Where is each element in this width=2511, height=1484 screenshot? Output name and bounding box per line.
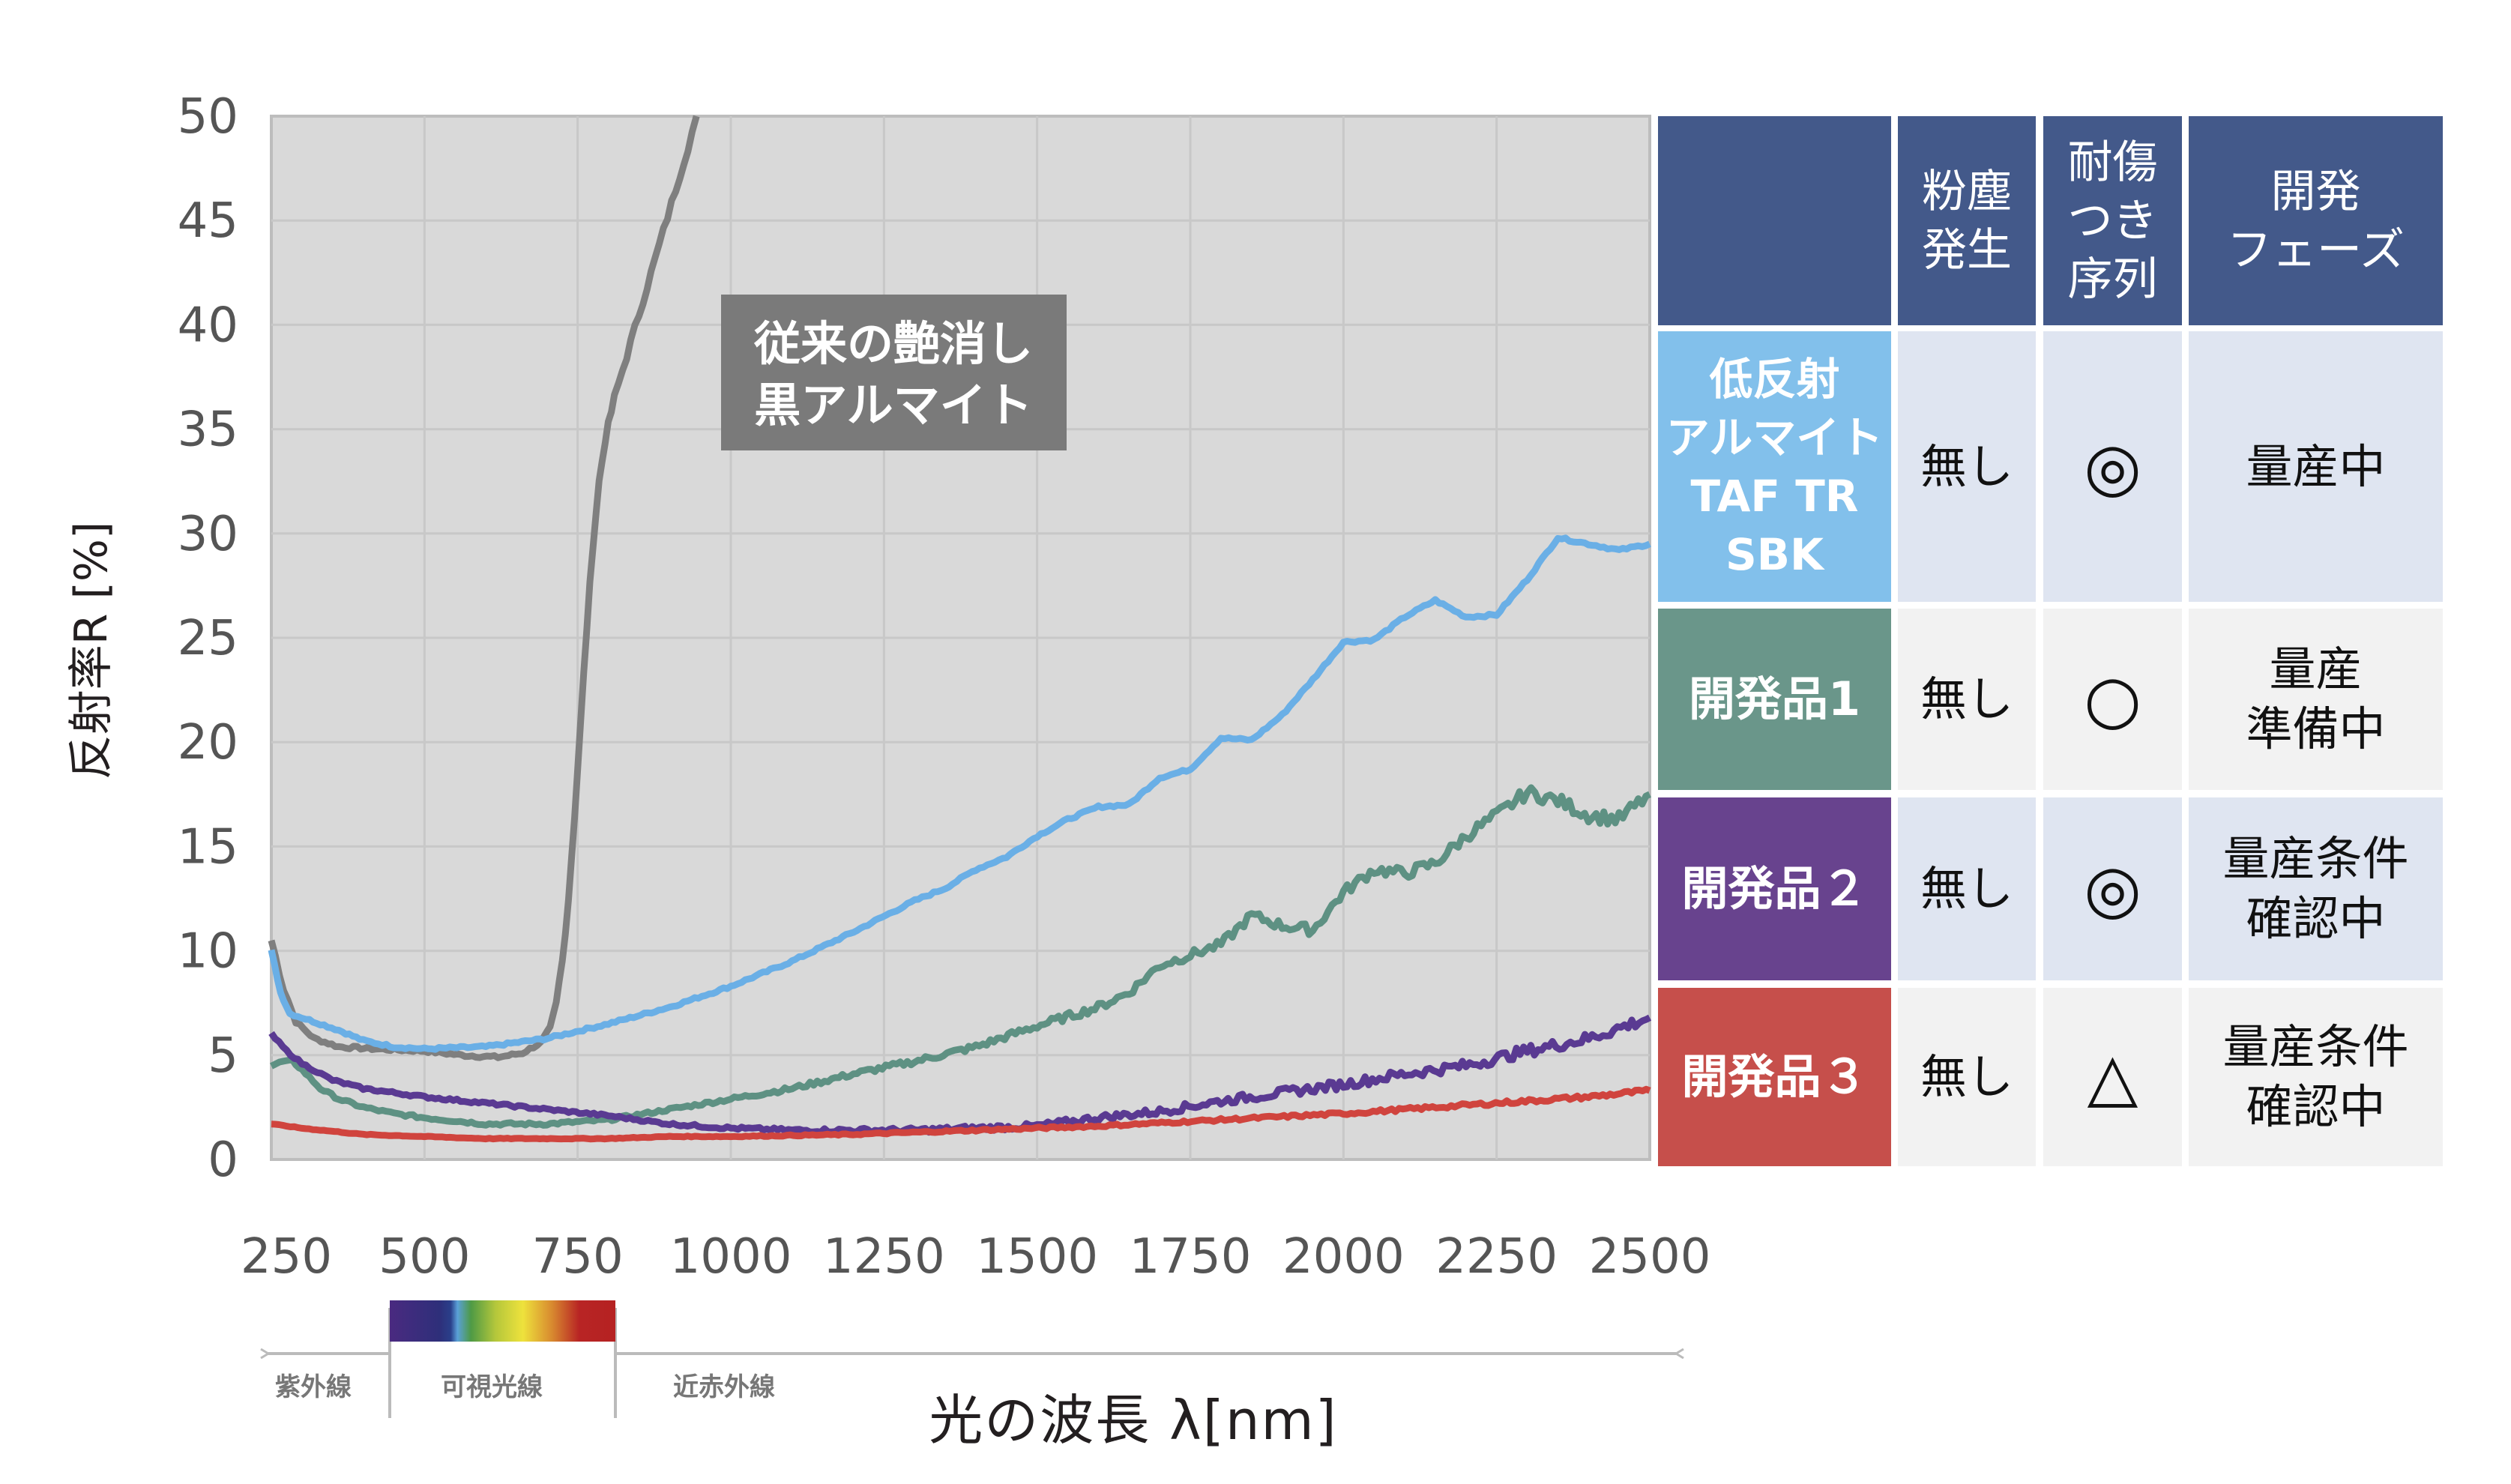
header-cell-3-text: 開発 フェーズ <box>2227 165 2405 277</box>
scratch-rank-cell: ◎ <box>2043 331 2182 602</box>
y-tick-label: 10 <box>178 924 238 980</box>
visible-label: 可視光線 <box>441 1372 543 1402</box>
phase-cell-text: 量産条件 確認中 <box>2222 1019 2409 1134</box>
x-axis-ticks: 250 500 750 1000 1250 1500 1750 2000 2250 2500 <box>241 1229 1711 1285</box>
header-cell-2-text: 耐傷 つき 序列 <box>2067 136 2158 306</box>
dust-cell: 無し <box>1898 609 2036 790</box>
row-label: 開発品３ <box>1658 988 1891 1166</box>
dust-cell: 無し <box>1898 797 2036 980</box>
row-label: 開発品２ <box>1658 797 1891 980</box>
scratch-rank-cell: ◎ <box>2043 797 2182 980</box>
x-tick-label: 500 <box>379 1229 470 1285</box>
phase-cell-text: 量産 準備中 <box>2246 642 2386 756</box>
dust-cell-text: 無し <box>1920 672 2013 726</box>
scratch-rank-cell-text: ◎ <box>2084 427 2141 505</box>
phase-cell: 量産中 <box>2189 331 2443 602</box>
dust-cell: 無し <box>1898 331 2036 602</box>
scratch-rank-cell-text: ◎ <box>2084 850 2141 927</box>
x-tick-label: 2500 <box>1589 1229 1711 1285</box>
header-cell-1-text: 粉塵 発生 <box>1922 165 2012 277</box>
x-tick-label: 1500 <box>976 1229 1098 1285</box>
header-cell-0 <box>1658 116 1891 325</box>
scratch-rank-cell: △ <box>2043 988 2182 1166</box>
x-tick-label: 1000 <box>670 1229 792 1285</box>
scratch-rank-cell-text: △ <box>2087 1038 2138 1115</box>
annotation-line-1: 従来の艶消し <box>753 316 1033 371</box>
row-label-text: 開発品３ <box>1681 1049 1868 1104</box>
y-tick-label: 5 <box>208 1028 238 1084</box>
x-tick-label: 2250 <box>1435 1229 1558 1285</box>
series-line-2 <box>268 534 1651 1053</box>
phase-cell: 量産条件 確認中 <box>2189 797 2443 980</box>
header-cell-1: 粉塵 発生 <box>1898 116 2036 325</box>
x-tick-label: 1250 <box>823 1229 945 1285</box>
row-label-text: 低反射 アルマイト TAF TR SBK <box>1666 353 1884 580</box>
dust-cell-text: 無し <box>1920 438 2013 494</box>
scratch-rank-cell: ○ <box>2043 609 2182 790</box>
row-label: 低反射 アルマイト TAF TR SBK <box>1658 331 1891 602</box>
y-tick-label: 25 <box>178 611 238 666</box>
series-line-4 <box>268 1014 1652 1136</box>
header-cell-3: 開発 フェーズ <box>2189 116 2443 325</box>
x-axis-title: 光の波長 λ[nm] <box>929 1389 1337 1452</box>
row-label-text: 開発品２ <box>1681 861 1868 916</box>
dust-cell-text: 無し <box>1920 1049 2013 1104</box>
x-tick-label: 2000 <box>1282 1229 1405 1285</box>
series-line-3 <box>270 784 1651 1129</box>
uv-label: 紫外線 <box>275 1372 352 1402</box>
spectrum-legend: 紫外線 可視光線 近赤外線 <box>268 1300 1676 1418</box>
y-axis-title: 反射率R [%] <box>65 522 118 780</box>
series-lines <box>268 115 1652 1143</box>
phase-cell-text: 量産条件 確認中 <box>2222 831 2409 946</box>
phase-cell-text: 量産中 <box>2246 438 2386 494</box>
scratch-rank-cell-text: ○ <box>2084 660 2141 738</box>
annotation-line-2: 黒アルマイト <box>754 378 1032 432</box>
y-tick-label: 50 <box>178 89 238 145</box>
series-line-5 <box>271 1085 1651 1143</box>
x-tick-label: 750 <box>532 1229 624 1285</box>
y-tick-label: 45 <box>178 193 238 249</box>
series-line-1 <box>268 115 700 1061</box>
phase-cell: 量産 準備中 <box>2189 609 2443 790</box>
dust-cell-text: 無し <box>1920 861 2013 916</box>
row-label: 開発品1 <box>1658 609 1891 790</box>
x-tick-label: 1750 <box>1130 1229 1252 1285</box>
phase-cell: 量産条件 確認中 <box>2189 988 2443 1166</box>
annotation-background <box>721 295 1067 450</box>
y-tick-label: 0 <box>208 1132 238 1188</box>
nir-label: 近赤外線 <box>673 1372 775 1402</box>
visible-spectrum-bar <box>390 1300 615 1342</box>
y-tick-label: 20 <box>178 715 238 770</box>
dust-cell: 無し <box>1898 988 2036 1166</box>
row-label-text: 開発品1 <box>1688 672 1861 726</box>
y-tick-label: 40 <box>178 298 238 353</box>
y-tick-label: 35 <box>178 402 238 458</box>
y-tick-label: 30 <box>178 507 238 562</box>
x-tick-label: 250 <box>241 1229 332 1285</box>
annotation-box: 従来の艶消し 黒アルマイト <box>721 295 1067 450</box>
header-cell-2: 耐傷 つき 序列 <box>2043 116 2182 325</box>
y-tick-label: 15 <box>178 819 238 875</box>
y-axis-ticks: 0 5 10 15 20 25 30 35 40 45 50 <box>178 89 238 1188</box>
gridlines <box>271 116 1650 1159</box>
